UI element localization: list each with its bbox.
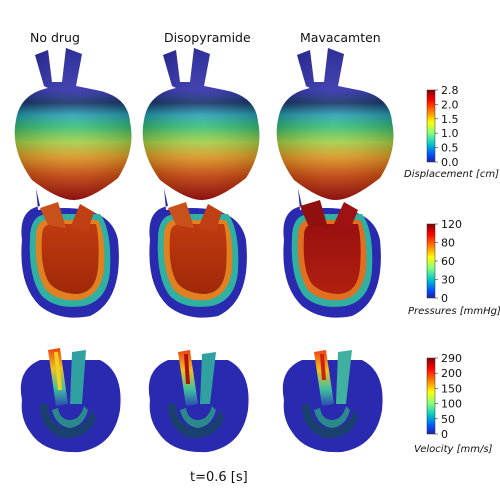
colorbar-velocity: 290 200 150 100 50 0 (426, 352, 462, 441)
colorbar-tick-label: 200 (441, 367, 462, 380)
colorbar-tick-label: 0.0 (441, 156, 459, 169)
colorbar-label-velocity: Velocity [mm/s] (414, 444, 493, 455)
velocity-heart-mavacamten (282, 350, 383, 453)
colorbar-tick-label: 1.5 (441, 113, 459, 126)
colorbar-tick-label: 120 (441, 218, 462, 231)
column-title-disopyramide: Disopyramide (164, 30, 251, 45)
pressure-heart-no-drug (21, 188, 119, 318)
pressure-heart-disopyramide (149, 188, 247, 318)
colorbar-pressure: 120 80 60 30 0 (426, 218, 462, 305)
pressure-heart-mavacamten (283, 188, 381, 318)
colorbar-tick-label: 80 (441, 237, 455, 250)
displacement-heart-no-drug (14, 48, 132, 200)
column-title-no-drug: No drug (30, 30, 80, 45)
colorbar-tick-label: 60 (441, 255, 455, 268)
colorbar-tick-label: 150 (441, 382, 462, 395)
colorbar-tick-label: 30 (441, 274, 455, 287)
colorbar-label-pressure: Pressures [mmHg] (408, 306, 500, 317)
colorbar-tick-label: 0.5 (441, 142, 459, 155)
colorbar-label-displacement: Displacement [cm] (404, 169, 499, 180)
colorbar-tick-label: 290 (441, 352, 462, 365)
velocity-heart-no-drug (20, 348, 121, 453)
time-label: t=0.6 [s] (190, 470, 248, 485)
colorbar-tick-label: 0 (441, 428, 448, 441)
displacement-heart-mavacamten (276, 48, 394, 200)
column-title-mavacamten: Mavacamten (300, 30, 381, 45)
colorbar-tick-label: 2.0 (441, 98, 459, 111)
colorbar-tick-label: 100 (441, 398, 462, 411)
colorbar-tick-label: 50 (441, 413, 455, 426)
colorbar-tick-label: 2.8 (441, 84, 459, 97)
colorbar-displacement: 2.82.0 1.51.0 0.50.0 (426, 84, 459, 169)
colorbar-tick-label: 0 (441, 292, 448, 305)
colorbar-tick-label: 1.0 (441, 127, 459, 140)
displacement-heart-disopyramide (142, 48, 260, 200)
velocity-heart-disopyramide (148, 350, 249, 453)
